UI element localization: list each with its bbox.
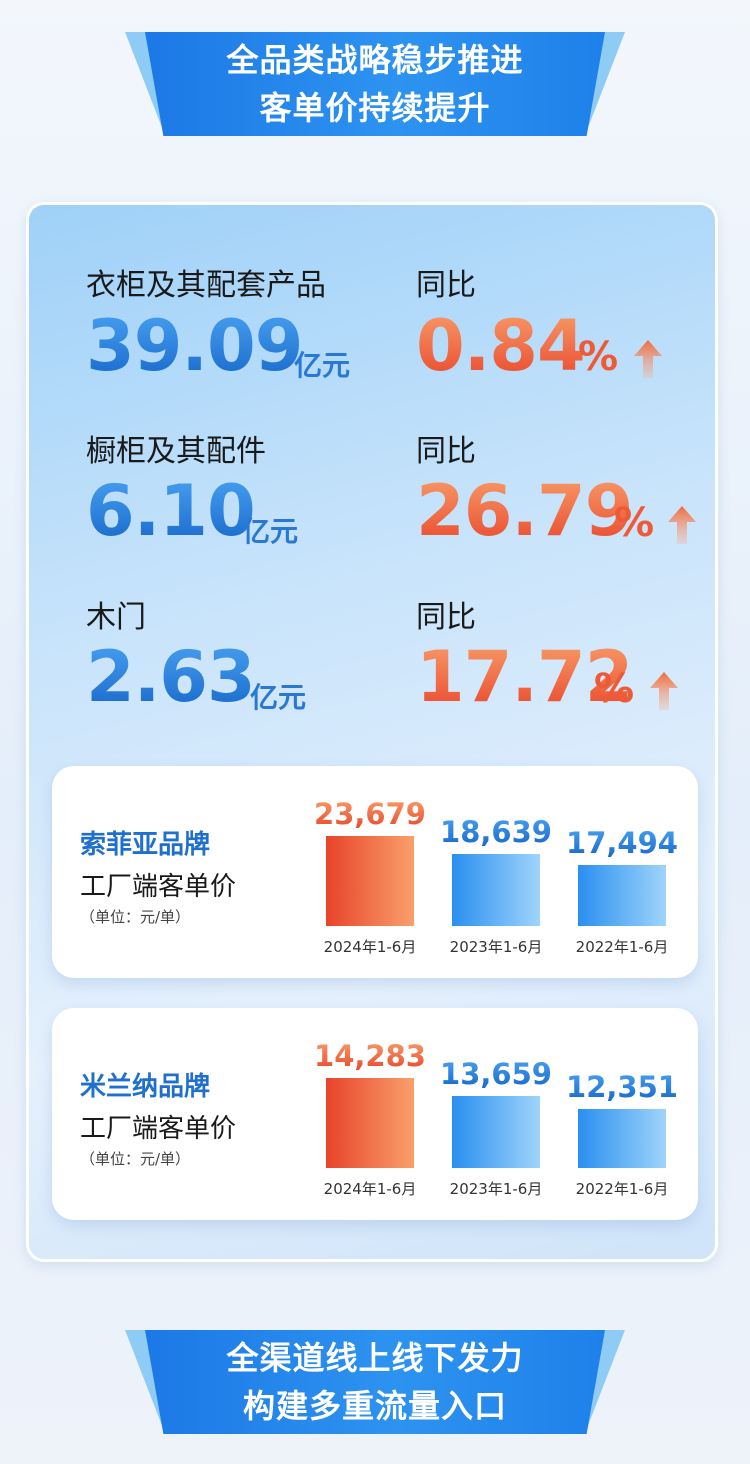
bar-2022年1-6月 xyxy=(578,865,666,926)
bar-chart: 23,679 2024年1-6月 18,639 2023年1-6月 17,494 2022… xyxy=(314,797,678,956)
bar-value-label: 12,351 xyxy=(566,1070,678,1104)
bar-2024年1-6月 xyxy=(326,1078,414,1168)
stat-label: 衣柜及其配套产品 xyxy=(86,268,326,303)
banner-title-line2: 客单价持续提升 xyxy=(259,89,491,127)
price-card-sofia: 索菲亚品牌 工厂端客单价 （单位：元/单） 23,679 2024年1-6月 18,… xyxy=(52,766,698,978)
category-label: 2022年1-6月 xyxy=(576,1180,669,1198)
bar-value-label: 17,494 xyxy=(566,826,678,860)
stat-unit: 亿元 xyxy=(242,515,299,548)
category-label: 2024年1-6月 xyxy=(324,1180,417,1198)
bar-2024年1-6月 xyxy=(326,836,414,926)
stat-unit: 亿元 xyxy=(250,681,307,714)
banner-title-line1: 全品类战略稳步推进 xyxy=(226,41,524,79)
banner-ribbon: 全品类战略稳步推进 客单价持续提升 xyxy=(145,32,605,136)
bar-value-label: 18,639 xyxy=(440,815,552,849)
yoy-label: 同比 xyxy=(416,434,476,469)
brand-name: 索菲亚品牌 xyxy=(80,830,211,860)
bar-value-label: 13,659 xyxy=(440,1057,552,1091)
unit-note: （单位：元/单） xyxy=(80,908,191,926)
yoy-percent: % xyxy=(614,500,655,546)
yoy-value: 17.72 xyxy=(416,636,633,718)
category-label: 2023年1-6月 xyxy=(450,938,543,956)
stat-value: 6.10 xyxy=(86,470,256,552)
yoy-value: 26.79 xyxy=(416,470,633,552)
banner-title-line1: 全渠道线上线下发力 xyxy=(226,1339,524,1377)
banner-ribbon: 全渠道线上线下发力 构建多重流量入口 xyxy=(145,1330,605,1434)
up-arrow-icon xyxy=(668,506,696,544)
bar-2022年1-6月 xyxy=(578,1109,666,1168)
yoy-label: 同比 xyxy=(416,268,476,303)
bar-2023年1-6月 xyxy=(452,1096,540,1168)
stat-unit: 亿元 xyxy=(294,349,351,382)
category-label: 2023年1-6月 xyxy=(450,1180,543,1198)
bar-2023年1-6月 xyxy=(452,854,540,926)
price-card-milana: 米兰纳品牌 工厂端客单价 （单位：元/单） 14,283 2024年1-6月 13,… xyxy=(52,1008,698,1220)
category-label: 2022年1-6月 xyxy=(576,938,669,956)
brand-name: 米兰纳品牌 xyxy=(80,1072,211,1102)
metric-label: 工厂端客单价 xyxy=(80,872,237,902)
top-banner: 全品类战略稳步推进 客单价持续提升 xyxy=(0,32,750,136)
stat-label: 橱柜及其配件 xyxy=(86,434,266,469)
up-arrow-icon xyxy=(634,340,662,378)
stat-value: 2.63 xyxy=(86,636,256,718)
bar-value-label: 23,679 xyxy=(314,797,426,831)
unit-note: （单位：元/单） xyxy=(80,1150,191,1168)
metric-label: 工厂端客单价 xyxy=(80,1114,237,1144)
bar-value-label: 14,283 xyxy=(314,1039,426,1073)
yoy-percent: % xyxy=(594,666,635,712)
bar-chart: 14,283 2024年1-6月 13,659 2023年1-6月 12,351 2022… xyxy=(314,1039,678,1198)
yoy-value: 0.84 xyxy=(416,305,586,387)
stat-value: 39.09 xyxy=(86,305,303,387)
yoy-label: 同比 xyxy=(416,600,476,635)
stat-label: 木门 xyxy=(86,600,146,635)
category-label: 2024年1-6月 xyxy=(324,938,417,956)
banner-title-line2: 构建多重流量入口 xyxy=(242,1387,507,1425)
bottom-banner: 全渠道线上线下发力 构建多重流量入口 xyxy=(0,1330,750,1434)
yoy-percent: % xyxy=(578,334,619,380)
up-arrow-icon xyxy=(650,672,678,710)
